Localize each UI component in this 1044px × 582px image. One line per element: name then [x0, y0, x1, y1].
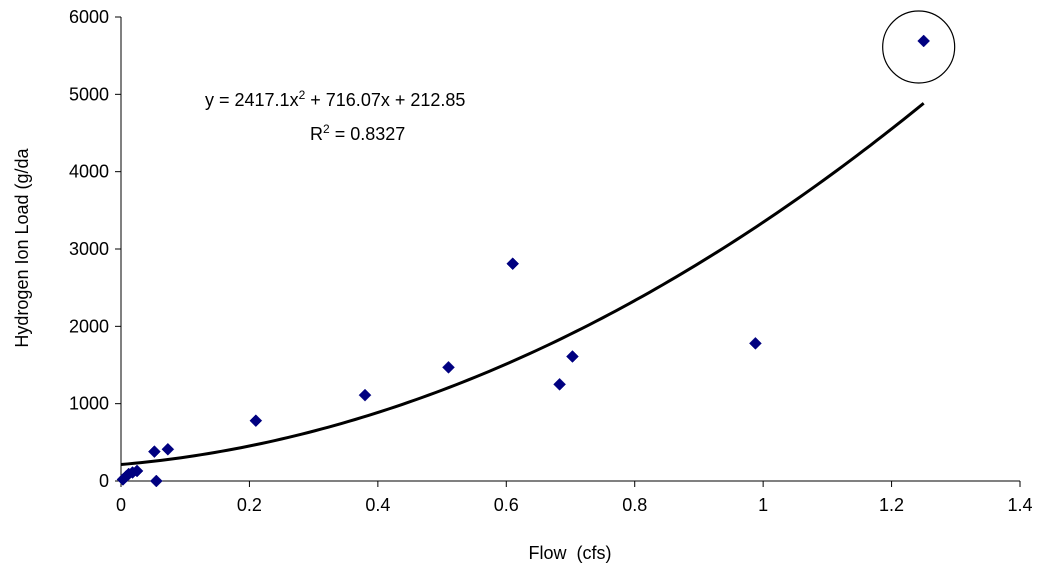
y-axis-label: Hydrogen Ion Load (g/da	[12, 147, 32, 347]
data-point-marker	[130, 464, 144, 478]
data-point-marker	[553, 377, 566, 391]
axes	[120, 17, 1020, 482]
y-tick-label: 0	[99, 471, 109, 491]
data-points	[116, 34, 931, 488]
data-point-marker	[161, 442, 175, 456]
data-point-marker	[566, 350, 579, 363]
y-tick-label: 1000	[69, 394, 109, 414]
y-tick-label: 6000	[69, 7, 109, 27]
x-tick-label: 1.2	[879, 495, 904, 515]
data-point-marker	[149, 474, 163, 488]
x-tick-label: 0.8	[622, 495, 647, 515]
data-point-marker	[917, 34, 931, 48]
y-tick-label: 4000	[69, 162, 109, 182]
trendline-layer	[120, 102, 925, 467]
x-tick-label: 0.6	[494, 495, 519, 515]
trendline-equation: y = 2417.1x2 + 716.07x + 212.85	[205, 88, 465, 110]
x-tick-label: 0	[116, 495, 126, 515]
r-squared-label: R2 = 0.8327	[310, 122, 405, 144]
trendline-curve	[120, 102, 925, 467]
data-point-marker	[148, 445, 161, 458]
data-point-marker	[506, 257, 520, 271]
data-point-marker	[749, 336, 762, 350]
x-tick-label: 1.4	[1007, 495, 1032, 515]
outlier-highlight-circle	[882, 10, 956, 84]
x-tick-label: 1	[758, 495, 768, 515]
y-tick-label: 5000	[69, 84, 109, 104]
data-point-marker	[249, 414, 263, 428]
y-tick-label: 2000	[69, 316, 109, 336]
x-tick-label: 0.4	[365, 495, 390, 515]
data-point-marker	[442, 360, 455, 374]
annotations	[882, 10, 956, 84]
x-axis-label: Flow (cfs)	[529, 543, 612, 563]
x-tick-label: 0.2	[237, 495, 262, 515]
ticks: 0 0.2 0.4 0.6 0.8 1 1.2 1.4 0 1000 2000 3000 4000 500…	[69, 7, 1033, 515]
data-point-marker	[358, 388, 372, 402]
y-tick-label: 3000	[69, 239, 109, 259]
